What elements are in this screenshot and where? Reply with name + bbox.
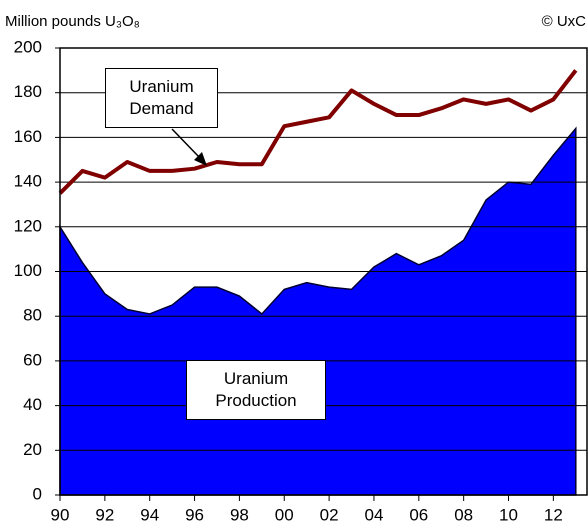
y-tick-label: 100 bbox=[14, 261, 42, 280]
x-tick-label: 02 bbox=[320, 505, 339, 524]
x-tick-label: 08 bbox=[454, 505, 473, 524]
source: © UxC bbox=[542, 13, 587, 30]
y-tick-label: 80 bbox=[23, 306, 42, 325]
y-tick-label: 20 bbox=[23, 440, 42, 459]
x-tick-label: 10 bbox=[499, 505, 518, 524]
production-label: Uranium Production bbox=[186, 360, 326, 420]
y-tick-label: 140 bbox=[14, 172, 42, 191]
y-tick-label: 160 bbox=[14, 127, 42, 146]
arrow-head bbox=[194, 152, 207, 166]
y-tick-label: 120 bbox=[14, 216, 42, 235]
y-tick-label: 180 bbox=[14, 82, 42, 101]
demand-line bbox=[58, 69, 578, 195]
x-tick-label: 96 bbox=[185, 505, 204, 524]
x-tick-label: 94 bbox=[140, 505, 159, 524]
demand-label: Uranium Demand bbox=[105, 68, 218, 128]
x-tick-label: 92 bbox=[95, 505, 114, 524]
chart-title: Million pounds U₃O₈ bbox=[5, 13, 140, 30]
y-tick-label: 200 bbox=[14, 37, 42, 56]
y-tick-label: 60 bbox=[23, 350, 42, 369]
x-tick-label: 12 bbox=[544, 505, 563, 524]
arrow-shaft bbox=[171, 128, 201, 159]
x-tick-label: 04 bbox=[364, 505, 383, 524]
y-tick-label: 0 bbox=[33, 484, 42, 503]
x-tick-label: 06 bbox=[409, 505, 428, 524]
x-tick-label: 90 bbox=[51, 505, 70, 524]
x-tick-label: 00 bbox=[275, 505, 294, 524]
y-tick-label: 40 bbox=[23, 395, 42, 414]
x-tick-label: 98 bbox=[230, 505, 249, 524]
plot-border bbox=[59, 47, 588, 496]
